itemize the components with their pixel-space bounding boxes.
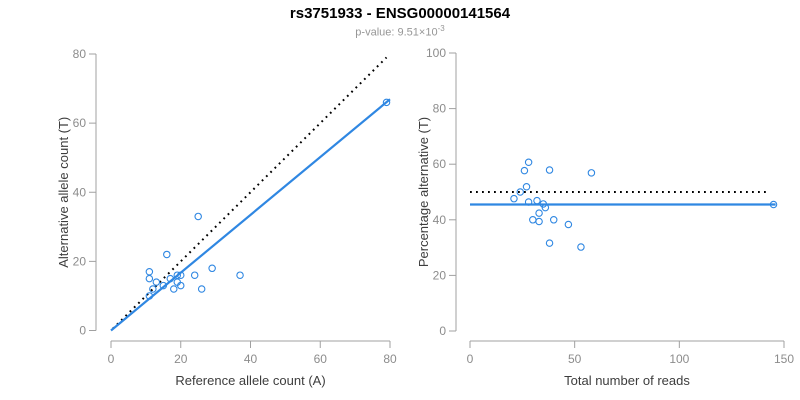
percentage-alternative-scatter-data-point	[535, 209, 543, 217]
allele-counts-scatter-data-point	[170, 285, 178, 293]
allele-counts-scatter-data-point	[145, 267, 154, 276]
percentage-alternative-scatter-x-axis-label: Total number of reads	[564, 373, 690, 388]
allele-counts-scatter-data-point	[177, 271, 185, 279]
allele-counts-scatter-data-point	[208, 264, 216, 273]
percentage-alternative-scatter-data-point	[510, 194, 518, 203]
identity-line	[112, 56, 388, 330]
allele-counts-scatter-data-point	[166, 274, 175, 283]
pvalue-exponent: -3	[437, 24, 445, 33]
allele-counts-scatter-data-point	[149, 285, 157, 293]
figure-title: rs3751933 - ENSG00000141564	[289, 5, 511, 22]
allele-counts-scatter-data-point	[194, 212, 202, 221]
percentage-alternative-scatter-y-axis-label: Percentage alternative (T)	[416, 117, 431, 267]
percentage-alternative-scatter-data-point	[522, 182, 531, 191]
allele-counts-scatter-x-tick-label: 80	[383, 352, 397, 366]
allele-counts-scatter-data-point	[145, 292, 154, 300]
percentage-alternative-scatter-data-point	[524, 158, 533, 167]
allele-counts-scatter-x-tick-label: 0	[108, 352, 115, 366]
allele-counts-scatter-x-axis-label: Reference allele count (A)	[175, 373, 325, 388]
allele-counts-scatter-data-point	[236, 271, 244, 279]
pvalue-text: p-value: 9.51×10	[355, 26, 438, 39]
allele-counts-scatter-y-axis-label: Alternative allele count (T)	[56, 117, 71, 268]
allele-counts-scatter-data-point	[152, 278, 161, 286]
allele-counts-scatter-data-point	[190, 271, 199, 279]
percentage-alternative-scatter-y-tick-label: 80	[433, 102, 447, 116]
percentage-alternative-scatter-data-point	[535, 217, 543, 226]
percentage-alternative-scatter-data-point	[520, 166, 529, 175]
allele-counts-scatter-data-point	[382, 98, 391, 107]
allele-counts-scatter-data-point	[145, 274, 154, 283]
percentage-alternative-scatter-data-point	[769, 200, 778, 209]
allele-counts-scatter-y-tick-label: 80	[73, 47, 87, 61]
percentage-alternative-scatter-y-tick-label: 60	[433, 157, 447, 171]
percentage-alternative-scatter-data-point	[577, 243, 585, 251]
allele-counts-scatter-y-tick-label: 60	[73, 116, 87, 130]
allele-counts-scatter-data-point	[163, 250, 171, 259]
percentage-alternative-scatter-data-point	[545, 166, 554, 174]
percentage-alternative-scatter-y-tick-label: 0	[439, 324, 446, 338]
percentage-alternative-scatter-x-tick-label: 0	[467, 352, 474, 366]
allele-counts-scatter-data-point	[159, 281, 168, 290]
allele-counts-scatter-y-tick-label: 40	[73, 185, 87, 199]
percentage-alternative-scatter-y-tick-label: 40	[433, 213, 447, 227]
allele-counts-scatter-y-tick-label: 0	[79, 324, 86, 338]
percentage-alternative-scatter-data-point	[587, 169, 596, 177]
percentage-alternative-scatter-x-tick-label: 150	[774, 352, 794, 366]
allele-counts-scatter-x-tick-label: 20	[174, 352, 188, 366]
percentage-alternative-scatter-data-point	[529, 216, 537, 224]
allele-counts-scatter-x-tick-label: 60	[314, 352, 328, 366]
percentage-alternative-scatter-data-point	[533, 196, 541, 205]
percentage-alternative-scatter-data-point	[541, 203, 550, 212]
percentage-alternative-scatter-data-point	[545, 239, 554, 247]
percentage-alternative-scatter-y-tick-label: 20	[433, 268, 447, 282]
percentage-alternative-scatter-x-tick-label: 100	[669, 352, 689, 366]
percentage-alternative-scatter-y-tick-label: 100	[426, 46, 446, 60]
percentage-alternative-scatter-data-point	[549, 216, 558, 224]
allele-counts-scatter-data-point	[197, 285, 206, 293]
percentage-alternative-scatter-data-point	[524, 198, 533, 206]
percentage-alternative-scatter-data-point	[539, 200, 548, 208]
allele-counts-scatter-x-tick-label: 40	[244, 352, 258, 366]
percentage-alternative-scatter-data-point	[516, 188, 524, 196]
percentage-alternative-scatter-data-point	[564, 220, 573, 229]
allele-counts-scatter-y-tick-label: 20	[73, 254, 87, 268]
regression-line	[110, 98, 391, 332]
allele-counts-scatter-data-point	[177, 281, 185, 290]
percentage-alternative-scatter-x-tick-label: 50	[568, 352, 582, 366]
figure-subtitle: p-value: 9.51×10-3	[0, 24, 800, 39]
